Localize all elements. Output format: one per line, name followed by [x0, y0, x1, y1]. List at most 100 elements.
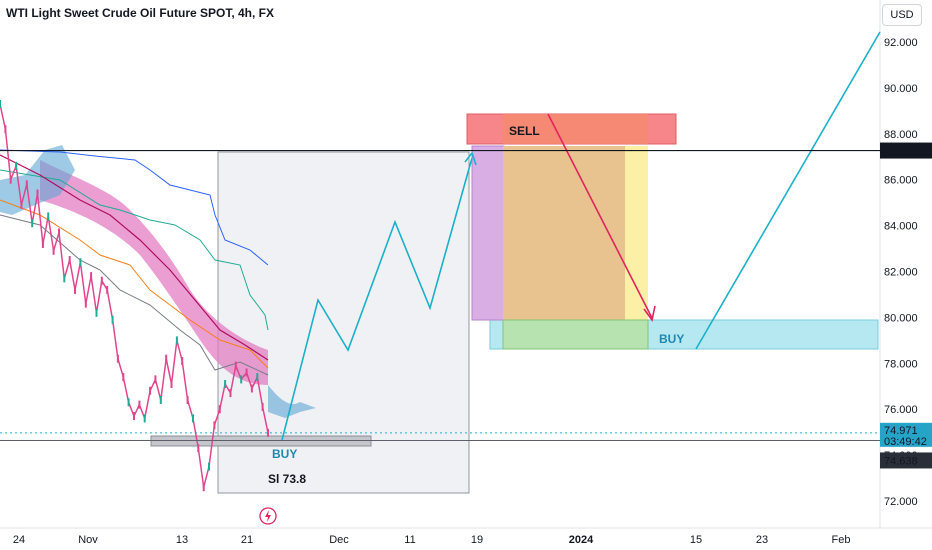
- x-tick-label: Nov: [78, 534, 98, 546]
- y-tick-label: 86.000: [884, 175, 918, 187]
- price-point: [138, 400, 141, 409]
- price-point: [68, 256, 71, 264]
- price-point: [213, 421, 216, 430]
- sell-box-inner: [503, 114, 648, 144]
- price-point: [15, 161, 18, 170]
- price-point: [31, 219, 34, 228]
- indicator-line-gray: [0, 214, 269, 376]
- price-tag-current-label: 74.971: [884, 425, 918, 437]
- price-point: [25, 180, 28, 189]
- x-tick-label: 24: [13, 534, 25, 546]
- buy-label-left: BUY: [272, 447, 297, 461]
- price-point: [186, 396, 189, 404]
- x-tick-label: 19: [471, 534, 483, 546]
- ichimoku-cloud-blue: [0, 145, 75, 215]
- price-point: [20, 200, 23, 209]
- price-point: [79, 258, 82, 267]
- x-tick-label: 13: [176, 534, 188, 546]
- stop-loss-label: Sl 73.8: [268, 472, 306, 486]
- x-tick-label: 21: [241, 534, 253, 546]
- y-tick-label: 76.000: [884, 404, 918, 416]
- price-tag-countdown: 03:49:42: [884, 436, 927, 448]
- price-point: [197, 444, 200, 453]
- price-point: [234, 361, 237, 370]
- price-tag-74-label: 74.638: [884, 455, 918, 467]
- y-tick-label: 88.000: [884, 129, 918, 141]
- price-point: [63, 274, 66, 283]
- price-point: [116, 354, 119, 363]
- price-point: [74, 285, 76, 294]
- buy-label-right: BUY: [659, 332, 684, 346]
- sell-arrowhead: [643, 305, 656, 322]
- price-point: [175, 336, 178, 345]
- price-point: [41, 240, 44, 248]
- y-tick-label: 84.000: [884, 221, 918, 233]
- price-point: [261, 402, 264, 411]
- x-tick-label: 2024: [569, 534, 594, 546]
- price-point: [208, 462, 210, 471]
- ichimoku-cloud-blue-tail: [268, 385, 316, 418]
- projection-line-up[interactable]: [695, 31, 881, 350]
- currency-selector[interactable]: USD: [882, 4, 922, 26]
- price-point: [240, 375, 243, 384]
- price-point: [90, 272, 93, 281]
- y-tick-label: 90.000: [884, 83, 918, 95]
- price-point: [58, 228, 60, 237]
- price-point: [202, 483, 205, 492]
- price-point: [224, 380, 227, 388]
- price-point: [267, 428, 269, 437]
- price-point: [100, 276, 103, 285]
- price-point: [111, 315, 114, 324]
- price-tag-current: [880, 422, 932, 447]
- price-point: [95, 308, 98, 317]
- price-point: [106, 285, 109, 294]
- indicator-line-blue: [0, 149, 269, 266]
- y-tick-label: 72.000: [884, 496, 918, 508]
- yellow-zone[interactable]: [625, 146, 648, 320]
- indicator-line-maroon: [0, 154, 269, 361]
- x-tick-label: 11: [404, 534, 415, 546]
- support-zone[interactable]: [150, 435, 372, 447]
- y-tick-label: 92.000: [884, 37, 918, 49]
- price-point: [4, 125, 7, 134]
- indicator-line-orange: [0, 199, 269, 369]
- price-point: [229, 389, 232, 398]
- price-point: [149, 386, 152, 395]
- buy-green-box[interactable]: [502, 319, 649, 350]
- price-point: [245, 368, 248, 377]
- price-tag-87: [880, 142, 932, 159]
- price-point: [133, 412, 135, 421]
- sell-target-zone[interactable]: [503, 146, 625, 320]
- sell-arrow[interactable]: [547, 113, 653, 319]
- price-point: [170, 380, 173, 388]
- price-point: [218, 405, 221, 414]
- price-point: [47, 212, 50, 221]
- purple-zone[interactable]: [471, 145, 505, 321]
- y-tick-label: 78.000: [884, 358, 918, 370]
- x-tick-label: Feb: [832, 534, 851, 546]
- price-point: [122, 373, 125, 382]
- x-tick-label: 23: [756, 534, 768, 546]
- price-tag-87-label: 87.270: [884, 146, 918, 158]
- price-point: [143, 414, 146, 423]
- price-point: [127, 398, 130, 407]
- price-point: [9, 175, 12, 184]
- indicator-line-green: [0, 169, 269, 331]
- price-point: [159, 396, 162, 404]
- x-tick-label: Dec: [329, 534, 349, 546]
- price-point: [165, 354, 168, 363]
- projected-path[interactable]: [281, 157, 473, 441]
- price-tag-74: [880, 452, 932, 469]
- price-point: [36, 189, 39, 198]
- sell-label: SELL: [509, 124, 540, 138]
- y-tick-label: 82.000: [884, 267, 918, 279]
- ichimoku-cloud-pink: [40, 160, 268, 385]
- y-tick-label: 80.000: [884, 312, 918, 324]
- price-point: [192, 414, 194, 423]
- x-tick-label: 15: [690, 534, 702, 546]
- price-point: [0, 100, 1, 108]
- projected-arrowhead: [464, 151, 477, 166]
- price-point: [154, 375, 157, 384]
